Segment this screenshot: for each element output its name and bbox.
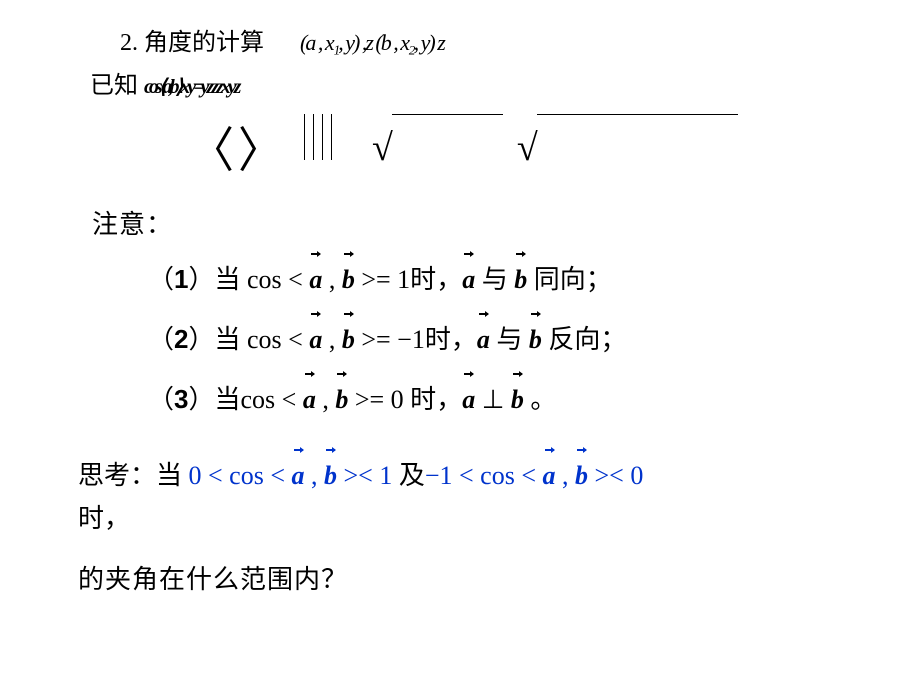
vector-a: a bbox=[309, 265, 322, 295]
rule-mid: , bbox=[322, 265, 342, 294]
vector-a-2: a bbox=[462, 385, 475, 415]
vector-a: a bbox=[309, 325, 322, 355]
rule-tail: 同向； bbox=[527, 265, 612, 294]
vector-b-2: b bbox=[514, 265, 527, 295]
rule-comma: ， bbox=[436, 265, 462, 294]
think-mid-2: , bbox=[556, 461, 576, 490]
rule-expr-pre: cos < bbox=[247, 325, 309, 354]
rule-open: （ bbox=[148, 385, 174, 414]
think-expr-2-post: >< 0 bbox=[588, 461, 643, 490]
rule-number: 3 bbox=[174, 384, 188, 414]
rule-join: 与 bbox=[475, 265, 514, 294]
rule-when: 时 bbox=[410, 265, 436, 294]
vector-b: b bbox=[342, 265, 355, 295]
sqrt-icon-1: √ bbox=[372, 114, 503, 164]
angle-right-icon: 〉 bbox=[238, 111, 282, 181]
think-question: 的夹角在什么范围内？ bbox=[78, 559, 920, 596]
rule-when: 时 bbox=[410, 385, 436, 414]
think-expr-2-pre: −1 < cos < bbox=[425, 461, 543, 490]
vector-a-2: a bbox=[462, 265, 475, 295]
vector-a: a bbox=[292, 461, 305, 491]
broken-symbol-row: 〈 〉 √ √ bbox=[190, 114, 920, 170]
rule-mid: , bbox=[322, 325, 342, 354]
rule-expr-post: >= 0 bbox=[348, 385, 410, 414]
rule-open: （ bbox=[148, 325, 174, 354]
angle-left-icon: 〈 bbox=[190, 111, 234, 181]
note-header: 注意： bbox=[92, 204, 920, 241]
rule-prefix: 当 bbox=[215, 325, 248, 354]
think-mid-1: , bbox=[305, 461, 325, 490]
rule-open: （ bbox=[148, 265, 174, 294]
rule-join: 与 bbox=[490, 325, 529, 354]
rule-expr-pre: cos < bbox=[241, 385, 303, 414]
rule-prefix: 当 bbox=[215, 385, 241, 414]
sqrt-icon-2: √ bbox=[517, 114, 738, 164]
rule-tail: 。 bbox=[524, 385, 557, 414]
rule-close: ） bbox=[188, 265, 214, 294]
vector-a-2: a bbox=[543, 461, 556, 491]
rule-row-1: （1）当 cos < a , b >= 1时，a 与 b 同向； bbox=[148, 259, 920, 301]
rule-close: ） bbox=[188, 385, 214, 414]
rule-close: ） bbox=[188, 325, 214, 354]
rule-prefix: 当 bbox=[215, 265, 248, 294]
vector-a-2: a bbox=[477, 325, 490, 355]
rule-row-3: （3）当cos < a , b >= 0 时，a ⊥ b 。 bbox=[148, 379, 920, 421]
think-expr-1-post: >< 1 bbox=[337, 461, 392, 490]
given-label: 已知 bbox=[90, 73, 138, 99]
think-line-2: 时， bbox=[78, 498, 920, 535]
header-garble-1: (a , x₁, y) ,z (b , x₂, y) z bbox=[300, 30, 444, 55]
rule-expr-post: >= −1 bbox=[355, 325, 425, 354]
bars-icon bbox=[304, 114, 340, 165]
vector-b: b bbox=[342, 325, 355, 355]
vector-b-2: b bbox=[529, 325, 542, 355]
vector-b-2: b bbox=[511, 385, 524, 415]
header-garble-2: cos⟨a,b⟩ x y =y z z z x y z bbox=[144, 76, 237, 98]
rule-number: 2 bbox=[174, 324, 188, 354]
rule-number: 1 bbox=[174, 264, 188, 294]
rule-tail: 反向； bbox=[542, 325, 627, 354]
think-line-1: 思考：当 0 < cos < a , b >< 1 及−1 < cos < a … bbox=[78, 455, 920, 492]
rule-comma: ， bbox=[436, 385, 462, 414]
rule-row-2: （2）当 cos < a , b >= −1时，a 与 b 反向； bbox=[148, 319, 920, 361]
vector-b: b bbox=[335, 385, 348, 415]
given-row: 已知 cos⟨a,b⟩ x y =y z z z x y z bbox=[90, 65, 920, 100]
section-title: 2. 角度的计算 bbox=[120, 30, 264, 56]
rule-expr-pre: cos < bbox=[247, 265, 309, 294]
rule-comma: ， bbox=[451, 325, 477, 354]
think-expr-1-pre: 0 < cos < bbox=[189, 461, 292, 490]
vector-b-2: b bbox=[575, 461, 588, 491]
rule-join: ⊥ bbox=[475, 385, 511, 414]
rule-expr-post: >= 1 bbox=[355, 265, 410, 294]
vector-b: b bbox=[324, 461, 337, 491]
think-label: 思考：当 bbox=[78, 461, 189, 490]
section-title-row: 2. 角度的计算 (a , x₁, y) ,z (b , x₂, y) z bbox=[120, 22, 920, 57]
vector-a: a bbox=[303, 385, 316, 415]
rule-mid: , bbox=[316, 385, 336, 414]
think-join: 及 bbox=[399, 461, 425, 490]
rule-when: 时 bbox=[425, 325, 451, 354]
